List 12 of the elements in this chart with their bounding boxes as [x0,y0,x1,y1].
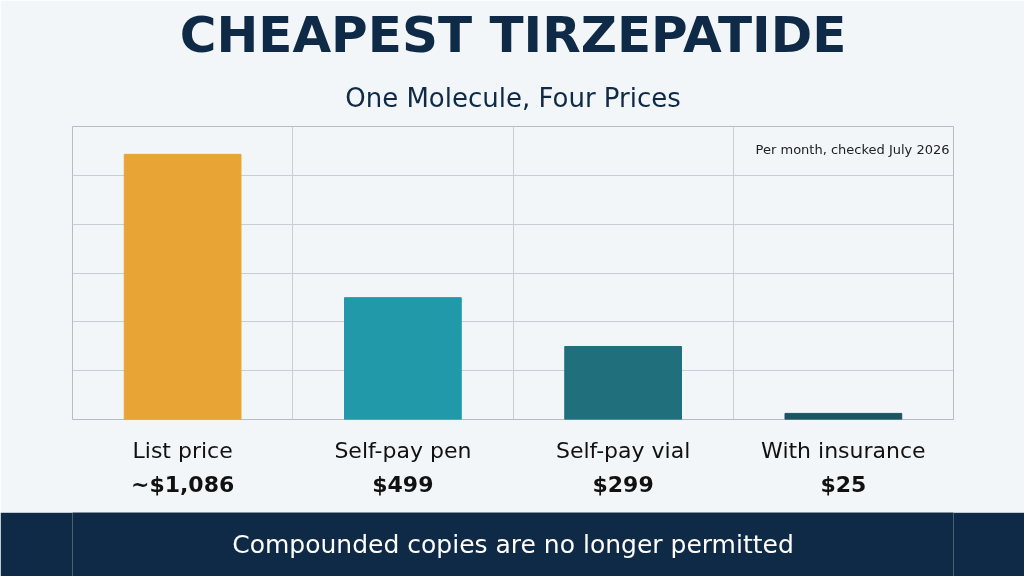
x-tick-label: Self-pay vial [555,437,691,463]
x-tick-label: Self-pay pen [334,437,472,463]
chart-title: CHEAPEST TIRZEPATIDE [179,5,847,64]
data-label: ~$1,086 [130,471,235,497]
data-label: $299 [592,471,654,497]
chart-subtitle: One Molecule, Four Prices [345,82,681,113]
data-label: $499 [372,471,434,497]
data-label: $25 [820,471,867,497]
text: Compounded copies are no longer permitted [232,530,794,559]
x-tick-label: List price [132,437,233,463]
annotation: Per month, checked July 2026 [755,141,950,157]
x-tick-label: With insurance [761,437,926,463]
